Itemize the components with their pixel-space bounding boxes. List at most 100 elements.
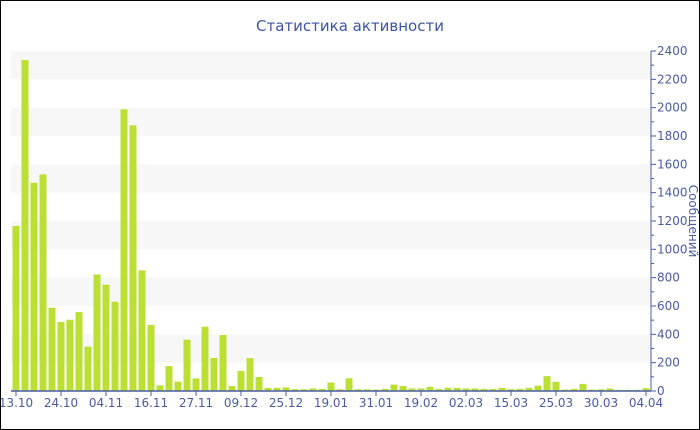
y-tick-label: 2200 [657, 72, 688, 86]
x-tick-label: 24.10 [44, 396, 78, 410]
bar [444, 387, 452, 391]
y-axis-label: Сообщений [686, 185, 699, 258]
bar [399, 386, 407, 391]
bar [210, 357, 218, 391]
y-tick-label: 800 [657, 271, 680, 285]
y-tick-label: 0 [657, 384, 665, 398]
bar [354, 389, 362, 391]
bar [273, 387, 281, 391]
bar [219, 335, 227, 391]
bar [201, 326, 209, 391]
bar [318, 388, 326, 391]
bar [48, 307, 56, 391]
bar [21, 60, 29, 392]
bar [525, 387, 533, 391]
bar [120, 109, 128, 391]
x-tick-label: 19.01 [314, 396, 348, 410]
bar [30, 182, 38, 391]
bar [516, 388, 524, 391]
bar [381, 388, 389, 391]
bar [462, 388, 470, 391]
x-tick-label: 16.11 [134, 396, 168, 410]
bar [471, 388, 479, 391]
bar [345, 378, 353, 391]
x-tick-label: 25.12 [269, 396, 303, 410]
bar [417, 388, 425, 391]
y-tick-label: 1200 [657, 214, 688, 228]
bar [435, 388, 443, 391]
bar [66, 319, 74, 391]
bar [363, 389, 371, 391]
bar [579, 383, 587, 391]
bar [291, 389, 299, 391]
x-tick-label: 19.02 [404, 396, 438, 410]
bar [309, 388, 317, 391]
y-tick-label: 400 [657, 327, 680, 341]
y-tick-label: 1000 [657, 242, 688, 256]
bar [84, 346, 92, 391]
bar [327, 382, 335, 391]
bar [426, 386, 434, 391]
bar [480, 388, 488, 391]
bar [183, 339, 191, 391]
y-tick-label: 200 [657, 356, 680, 370]
bar [93, 274, 101, 391]
x-tick-label: 04.11 [89, 396, 123, 410]
y-tick-label: 1400 [657, 186, 688, 200]
bar [102, 284, 110, 391]
bar [552, 381, 560, 391]
y-tick-label: 2400 [657, 44, 688, 58]
bar [147, 324, 155, 391]
bar [498, 387, 506, 391]
bar [246, 358, 254, 391]
y-tick-label: 1800 [657, 129, 688, 143]
x-tick-label: 30.03 [584, 396, 618, 410]
bar [129, 125, 137, 391]
bar [138, 270, 146, 391]
bar [390, 384, 398, 391]
bar [237, 371, 245, 391]
chart-title: Статистика активности [256, 17, 444, 35]
bar [282, 387, 290, 391]
x-tick-label: 04.04 [629, 396, 663, 410]
bar [39, 174, 47, 391]
bar [192, 378, 200, 391]
y-tick-label: 600 [657, 299, 680, 313]
x-tick-label: 27.11 [179, 396, 213, 410]
x-tick-label: 02.03 [449, 396, 483, 410]
bar [453, 387, 461, 391]
bar [111, 301, 119, 391]
bar [12, 225, 20, 391]
grid-band [11, 221, 651, 250]
bar [228, 386, 236, 391]
bar [336, 389, 344, 391]
bar [597, 389, 605, 391]
bar [543, 376, 551, 391]
bar [264, 387, 272, 391]
grid-band [11, 164, 651, 193]
bar [489, 388, 497, 391]
y-tick-label: 1600 [657, 157, 688, 171]
bar [57, 322, 65, 391]
bar [174, 381, 182, 391]
bar [300, 389, 308, 391]
x-tick-label: 09.12 [224, 396, 258, 410]
grid-band [11, 51, 651, 80]
bar [507, 389, 515, 391]
x-tick-label: 13.10 [1, 396, 33, 410]
x-tick-label: 25.03 [539, 396, 573, 410]
x-tick-label: 31.01 [359, 396, 393, 410]
bar [255, 376, 263, 391]
y-tick-label: 2000 [657, 101, 688, 115]
bar [606, 388, 614, 391]
bar [642, 388, 650, 391]
bar [534, 385, 542, 391]
bar [165, 366, 173, 391]
bar [75, 312, 83, 391]
grid-band [11, 107, 651, 136]
bar [408, 388, 416, 391]
x-tick-label: 15.03 [494, 396, 528, 410]
grid-band [11, 277, 651, 306]
